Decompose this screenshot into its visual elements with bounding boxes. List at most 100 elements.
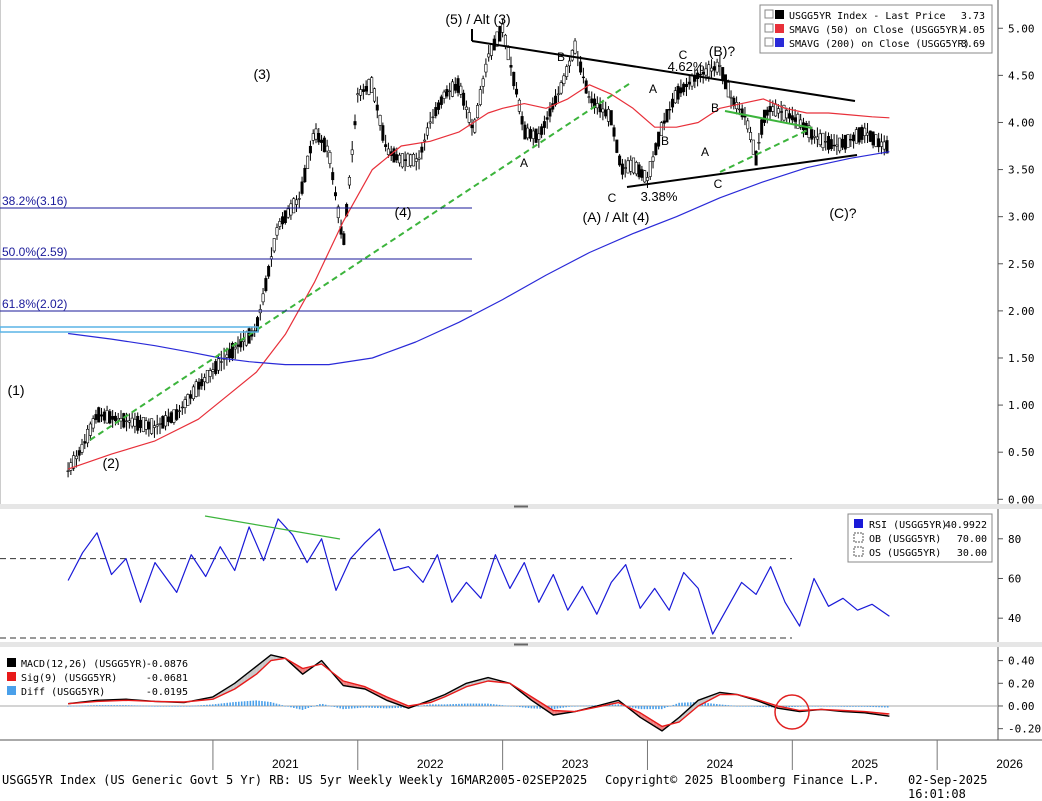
price-bar-body [262, 294, 264, 302]
macd-diff-bar [99, 705, 101, 706]
macd-diff-bar [441, 704, 443, 706]
macd-diff-bar [163, 706, 165, 707]
macd-diff-bar [800, 706, 802, 707]
price-bar-body [811, 130, 813, 140]
macd-diff-bar [823, 706, 825, 707]
price-bar-body [212, 370, 214, 372]
price-bar-body [387, 149, 389, 155]
price-bar-body [114, 416, 116, 421]
macd-diff-bar [322, 704, 324, 706]
macd-diff-bar [368, 706, 370, 708]
macd-diff-bar [293, 706, 295, 708]
macd-diff-bar [296, 706, 298, 709]
price-bar-body [159, 423, 161, 424]
price-bar-body [663, 121, 665, 123]
macd-diff-bar [226, 703, 228, 706]
macd-diff-bar [365, 706, 367, 708]
price-bar-body [176, 410, 178, 420]
macd-diff-bar [125, 705, 127, 706]
macd-diff-bar [849, 706, 851, 707]
axes: 5.004.504.003.503.002.502.001.501.000.50… [213, 22, 1041, 771]
price-bar-body [189, 395, 191, 399]
macd-diff-bar [820, 706, 822, 707]
macd-diff-bar [797, 706, 799, 707]
macd-diff-bar [719, 704, 721, 706]
price-bar-body [596, 103, 598, 107]
macd-diff-bar [113, 705, 115, 706]
macd-diff-bar [313, 706, 315, 707]
pct-label-high: 4.62% [668, 59, 705, 74]
macd-diff-bar [519, 706, 521, 707]
price-bar-body [203, 377, 205, 381]
macd-diff-bar [328, 705, 330, 706]
macd-diff-bar [690, 702, 692, 706]
macd-diff-bar [484, 704, 486, 706]
macd-diff-bar [673, 705, 675, 706]
macd-diff-bar [583, 706, 585, 707]
series-line-smavg-50-on-close-usgg5yr- [68, 85, 889, 469]
macd-diff-bar [235, 702, 237, 706]
macd-diff-bar [878, 706, 880, 707]
macd-diff-bar [200, 705, 202, 706]
price-bar-body [86, 429, 88, 443]
price-bar-body [847, 134, 849, 147]
price-bar-body [513, 72, 515, 86]
price-bar-body [624, 168, 626, 169]
macd-diff-bar [525, 706, 527, 708]
price-bar-body [295, 200, 297, 205]
price-bar-body [404, 160, 406, 161]
price-bar-body [142, 417, 144, 431]
macd-diff-bar [716, 704, 718, 706]
rsi-legend[interactable]: RSI (USGG5YR) 40.9922 OB (USGG5YR) 70.00… [848, 514, 992, 562]
macd-diff-bar [655, 706, 657, 709]
macd-diff-bar [73, 706, 75, 707]
macd-diff-bar [140, 706, 142, 707]
price-bar-body [568, 61, 570, 66]
macd-diff-bar [565, 706, 567, 707]
price-bar-body [618, 156, 620, 165]
price-bar-body [666, 109, 668, 122]
rsi-plot-area [0, 519, 889, 638]
macd-diff-bar [629, 706, 631, 707]
macd-legend[interactable]: MACD(12,26) (USGG5YR) -0.0876 Sig(9) (US… [7, 658, 188, 698]
price-bar-body [510, 65, 512, 67]
price-bar-body [741, 109, 743, 117]
y-tick-label: 0.40 [1008, 655, 1035, 668]
legend-swatch-diff [7, 686, 16, 695]
price-legend[interactable]: USGG5YR Index - Last Price 3.73 SMAVG (5… [760, 5, 992, 53]
price-bar-body [326, 146, 328, 151]
price-bar-body [184, 400, 186, 408]
macd-diff-bar [261, 701, 263, 706]
macd-diff-bar [374, 706, 376, 708]
legend-label-sma50: SMAVG (50) on Close (USGG5YR) [789, 25, 964, 36]
price-bar-body [794, 118, 796, 122]
price-bar-body [543, 121, 545, 127]
macd-diff-bar [843, 706, 845, 707]
price-bar-body [401, 153, 403, 166]
price-bar-body [432, 117, 434, 118]
macd-diff-bar [221, 703, 223, 706]
price-bar-body [529, 129, 531, 138]
macd-diff-bar [339, 706, 341, 708]
macd-diff-bar [757, 706, 759, 707]
macd-diff-bar [229, 702, 231, 705]
macd-diff-bar [252, 701, 254, 706]
macd-diff-bar [861, 706, 863, 707]
macd-diff-bar [168, 706, 170, 707]
price-bar-body [864, 128, 866, 135]
price-bar-body [638, 165, 640, 177]
macd-diff-bar [302, 706, 304, 710]
macd-diff-bar [111, 705, 113, 706]
price-bar-body [368, 79, 370, 94]
price-bar-body [813, 136, 815, 137]
macd-diff-bar [310, 706, 312, 707]
macd-diff-bar [641, 706, 643, 709]
trendline-lower [627, 155, 857, 187]
macd-diff-bar [426, 705, 428, 706]
price-bar-body [95, 414, 97, 419]
macd-diff-bar [765, 706, 767, 707]
y-tick-label: 0.20 [1008, 677, 1035, 690]
series-line-sig-9-usgg5yr- [68, 658, 889, 726]
price-bar-body [674, 91, 676, 103]
macd-diff-bar [678, 703, 680, 706]
